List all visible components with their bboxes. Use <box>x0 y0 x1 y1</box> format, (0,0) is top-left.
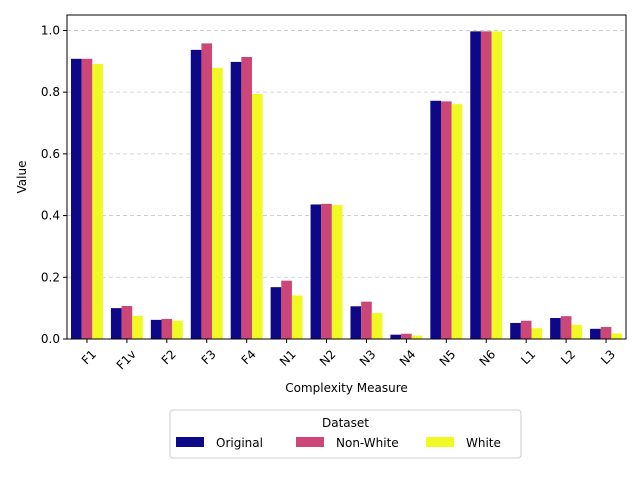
bar-white-n2 <box>331 205 343 339</box>
bar-original-f1 <box>70 58 82 340</box>
x-axis-label: Complexity Measure <box>285 381 408 395</box>
bar-white-n6 <box>491 31 503 340</box>
bar-white-f1v <box>132 315 143 339</box>
legend-swatch-non-white <box>296 437 324 447</box>
y-tick-label: 0.4 <box>41 209 60 223</box>
bar-non-white-f3 <box>201 43 213 339</box>
y-tick-label: 1.0 <box>41 23 60 37</box>
bar-white-n3 <box>371 313 383 339</box>
bar-white-n5 <box>451 104 463 339</box>
legend-label-white: White <box>466 436 501 450</box>
bar-white-f2 <box>172 320 183 339</box>
x-tick-label: F3 <box>199 347 219 367</box>
bar-original-f4 <box>230 61 242 339</box>
y-tick-label: 0.0 <box>41 332 60 346</box>
x-tick-label: N1 <box>277 347 299 369</box>
x-tick-label: L2 <box>558 347 578 367</box>
bar-original-n5 <box>430 100 441 339</box>
bar-non-white-f4 <box>241 56 253 340</box>
bar-original-n3 <box>350 306 362 339</box>
y-tick-label: 0.6 <box>41 147 60 161</box>
y-axis: 0.0 0.2 0.4 0.6 0.8 1.0 <box>41 23 67 346</box>
plot-frame <box>66 14 627 340</box>
bar-non-white-f1v <box>121 305 133 339</box>
bar-non-white-n5 <box>440 101 452 340</box>
bars <box>70 31 623 340</box>
y-axis-label: Value <box>15 161 29 194</box>
legend-swatch-original <box>176 437 204 447</box>
bar-non-white-f2 <box>161 318 173 339</box>
x-tick-label: N4 <box>397 347 419 369</box>
bar-non-white-n1 <box>281 280 292 339</box>
bar-non-white-l1 <box>520 320 532 339</box>
bar-non-white-n4 <box>401 333 412 339</box>
x-tick-label: F1 <box>79 347 99 367</box>
x-tick-label: L1 <box>518 347 538 367</box>
x-tick-label: F1v <box>114 347 139 372</box>
y-tick-label: 0.8 <box>41 85 60 99</box>
bar-non-white-l3 <box>600 326 612 339</box>
x-axis: F1 F1v F2 F3 F4 N1 N2 N3 N4 N5 N6 L1 L2 L3 <box>79 339 618 372</box>
bar-non-white-f1 <box>81 58 93 340</box>
bar-original-l2 <box>550 318 561 339</box>
bar-white-n4 <box>411 335 423 339</box>
bar-white-f4 <box>252 93 263 339</box>
bar-non-white-n3 <box>361 301 372 339</box>
bar-white-f3 <box>212 67 223 339</box>
bar-original-n2 <box>310 204 322 339</box>
bar-original-f1v <box>110 308 122 339</box>
bar-non-white-l2 <box>560 316 572 339</box>
legend-title: Dataset <box>322 416 369 430</box>
bar-original-n4 <box>390 334 402 339</box>
x-tick-label: N3 <box>357 347 379 369</box>
y-tick-label: 0.2 <box>41 270 60 284</box>
bar-white-l2 <box>571 324 583 339</box>
legend: Dataset Original Non-White White <box>169 409 522 459</box>
bar-white-l1 <box>531 328 543 339</box>
bar-white-l3 <box>611 333 623 339</box>
bar-original-l3 <box>590 328 601 339</box>
x-tick-label: F4 <box>239 347 259 367</box>
x-tick-label: L3 <box>598 347 618 367</box>
bar-original-n6 <box>470 31 481 340</box>
x-tick-label: N5 <box>437 347 459 369</box>
bar-original-n1 <box>270 287 282 339</box>
legend-swatch-white <box>426 437 454 447</box>
x-tick-label: N2 <box>317 347 339 369</box>
gridlines <box>67 30 626 340</box>
legend-label-non-white: Non-White <box>336 436 399 450</box>
x-tick-label: N6 <box>477 347 499 369</box>
bar-original-f3 <box>190 49 202 340</box>
legend-label-original: Original <box>216 436 263 450</box>
bar-original-l1 <box>510 322 521 339</box>
bar-non-white-n2 <box>321 203 332 339</box>
bar-original-f2 <box>150 319 162 339</box>
bar-non-white-n6 <box>480 31 492 340</box>
x-tick-label: F2 <box>159 347 179 367</box>
bar-white-n1 <box>291 295 303 339</box>
bar-white-f1 <box>92 64 103 339</box>
